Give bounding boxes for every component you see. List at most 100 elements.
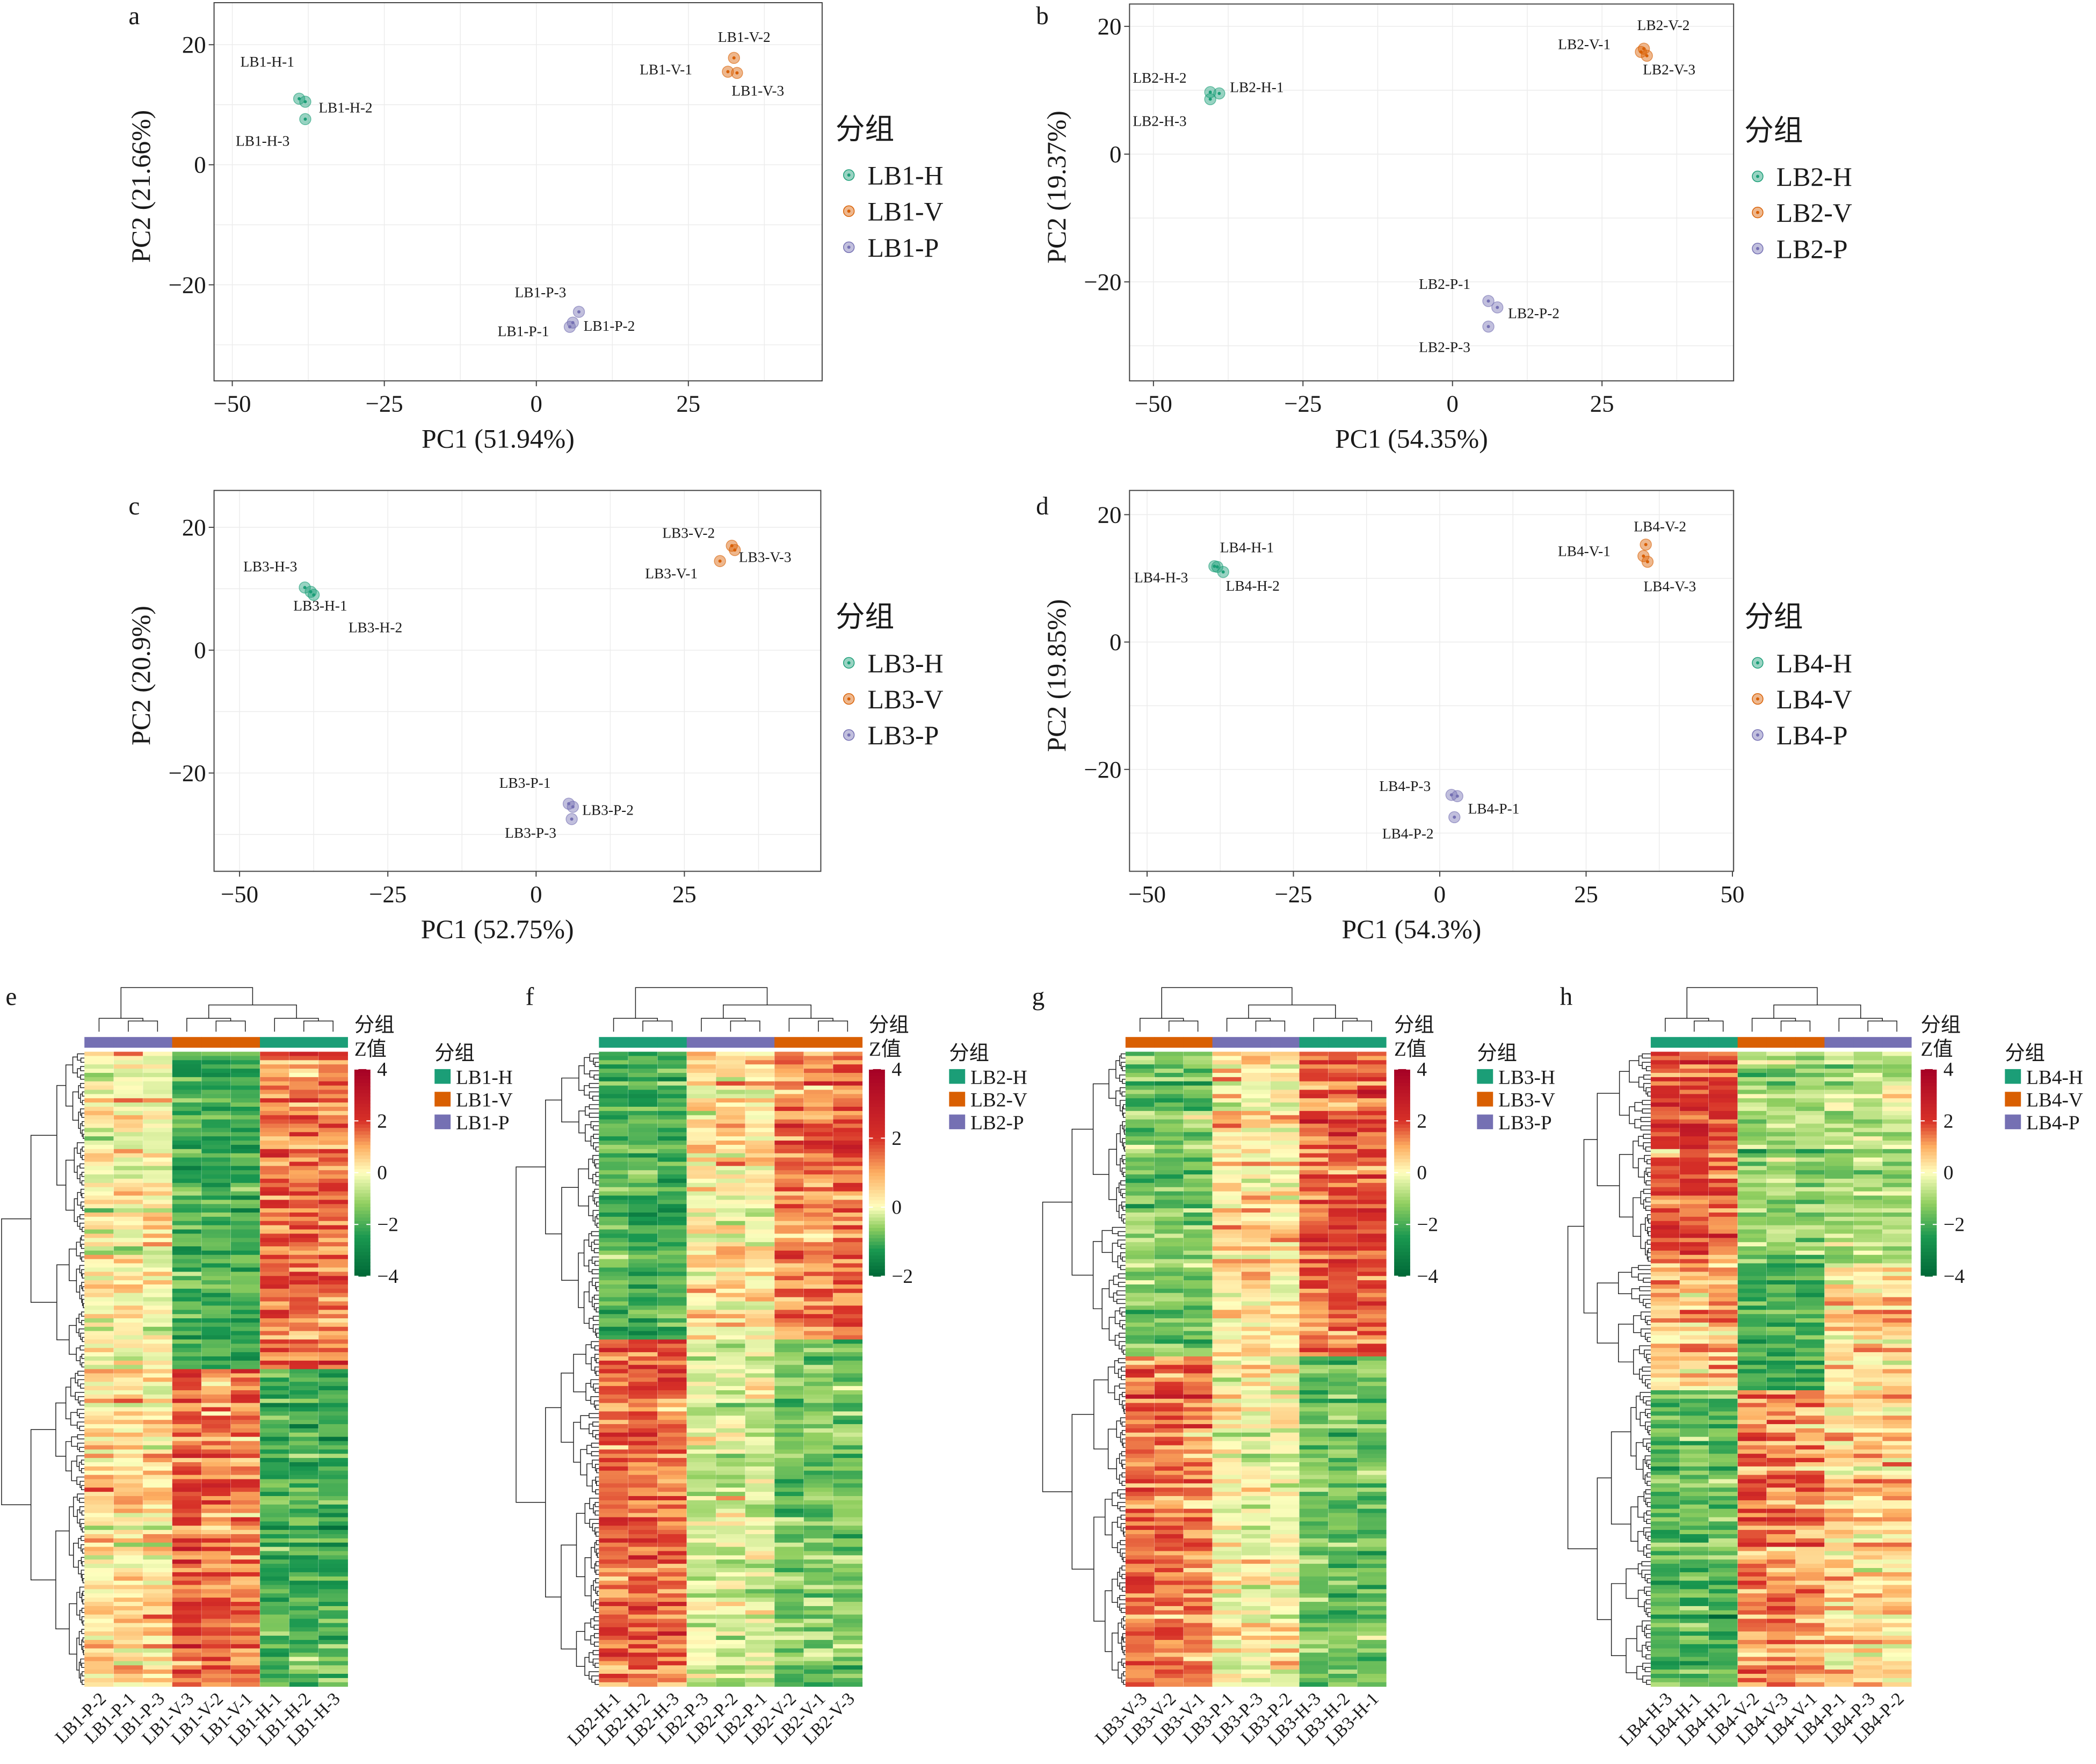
heatmap-cell (1357, 1449, 1387, 1454)
heatmap-cell (1212, 1102, 1242, 1107)
heatmap-cell (803, 1678, 833, 1683)
heatmap-cell (289, 1128, 319, 1133)
heatmap-cell (1299, 1585, 1329, 1589)
heatmap-cell (803, 1441, 833, 1446)
heatmap-cell (745, 1606, 775, 1611)
row-dendrogram-branch (590, 1379, 599, 1388)
heatmap-cell (686, 1479, 716, 1484)
heatmap-cell (657, 1513, 687, 1518)
heatmap-cell (1125, 1420, 1155, 1425)
colorbar-segment (354, 1128, 371, 1132)
heatmap-cell (1241, 1572, 1271, 1577)
heatmap-cell (318, 1652, 348, 1657)
heatmap-cell (686, 1284, 716, 1289)
point-label: LB2-V-2 (1637, 17, 1690, 33)
heatmap-cell (833, 1441, 863, 1446)
heatmap-cell (84, 1221, 114, 1226)
heatmap-cell (1212, 1559, 1242, 1564)
heatmap-cell (686, 1254, 716, 1260)
heatmap-cell (745, 1238, 775, 1243)
heatmap-cell (628, 1644, 658, 1649)
heatmap-cell (686, 1233, 716, 1238)
heatmap-cell (1183, 1064, 1213, 1069)
heatmap-cell (84, 1250, 114, 1255)
heatmap-cell (1212, 1284, 1242, 1289)
row-dendrogram-branch (82, 1298, 85, 1306)
heatmap-cell (774, 1326, 804, 1332)
heatmap-cell (686, 1051, 716, 1056)
heatmap-cell (143, 1069, 173, 1073)
heatmap-cell (84, 1449, 114, 1454)
heatmap-cell (1299, 1263, 1329, 1268)
heatmap-cell (1270, 1623, 1300, 1628)
heatmap-cell (230, 1267, 260, 1272)
heatmap-cell (230, 1280, 260, 1285)
heatmap-cell (1328, 1263, 1358, 1268)
heatmap-cell (143, 1411, 173, 1416)
heatmap-cell (1183, 1322, 1213, 1327)
heatmap-cell (260, 1445, 290, 1450)
heatmap-cell (599, 1618, 629, 1623)
heatmap-cell (716, 1225, 746, 1230)
point-label: LB3-V-3 (739, 549, 792, 565)
heatmap-cell (318, 1301, 348, 1306)
heatmap-cell (774, 1213, 804, 1217)
heatmap-cell (1357, 1428, 1387, 1433)
row-dendrogram-branch (595, 1599, 599, 1605)
row-dendrogram-branch (592, 1277, 599, 1286)
colorbar-segment (354, 1083, 371, 1087)
heatmap-cell (628, 1348, 658, 1353)
heatmap-cell (657, 1483, 687, 1488)
heatmap-cell (1357, 1174, 1387, 1179)
heatmap-cell (803, 1314, 833, 1319)
column-dendrogram-branch (1140, 1018, 1184, 1032)
heatmap-cell (657, 1216, 687, 1222)
heatmap-cell (1328, 1551, 1358, 1556)
heatmap-cell (201, 1178, 231, 1184)
heatmap-cell (599, 1360, 629, 1366)
heatmap-cell (230, 1411, 260, 1416)
heatmap-cell (84, 1170, 114, 1175)
heatmap-cell (686, 1589, 716, 1594)
colorbar-segment (354, 1141, 371, 1146)
point-label: LB2-H-3 (1133, 113, 1186, 129)
colorbar-segment (869, 1124, 885, 1128)
heatmap-cell (1357, 1200, 1387, 1204)
heatmap-cell (260, 1098, 290, 1103)
heatmap-cell (84, 1407, 114, 1412)
heatmap-cell (833, 1530, 863, 1535)
heatmap-cell (1241, 1441, 1271, 1446)
heatmap-cell (230, 1208, 260, 1213)
row-dendrogram-branch (1116, 1187, 1119, 1212)
heatmap-cell (745, 1259, 775, 1264)
heatmap-cell (599, 1094, 629, 1099)
heatmap-cell (1125, 1136, 1155, 1141)
heatmap-cell (803, 1445, 833, 1450)
row-dendrogram-branch (596, 1307, 599, 1312)
heatmap-cell (774, 1153, 804, 1158)
heatmap-cell (1241, 1051, 1271, 1056)
row-dendrogram-branch (1122, 1066, 1126, 1071)
heatmap-cell (716, 1614, 746, 1620)
heatmap-cell (1125, 1373, 1155, 1378)
heatmap-cell (1299, 1652, 1329, 1657)
heatmap-cell (599, 1411, 629, 1416)
heatmap-cell (1212, 1170, 1242, 1175)
heatmap-cell (599, 1475, 629, 1480)
heatmap-cell (84, 1593, 114, 1598)
heatmap-cell (774, 1276, 804, 1281)
heatmap-cell (1299, 1081, 1329, 1086)
heatmap-cell (172, 1069, 202, 1073)
heatmap-cell (1125, 1639, 1155, 1645)
heatmap-cell (143, 1504, 173, 1509)
heatmap-cell (113, 1479, 143, 1484)
heatmap-cell (1328, 1542, 1358, 1548)
heatmap-cell (1328, 1136, 1358, 1141)
heatmap-cell (172, 1466, 202, 1471)
x-tick-label: −25 (1274, 881, 1312, 908)
heatmap-cell (1125, 1454, 1155, 1458)
row-dendrogram-branch (1116, 1298, 1126, 1304)
heatmap-cell (1299, 1504, 1329, 1509)
row-dendrogram-branch (1121, 1480, 1126, 1486)
heatmap-cell (1183, 1589, 1213, 1594)
